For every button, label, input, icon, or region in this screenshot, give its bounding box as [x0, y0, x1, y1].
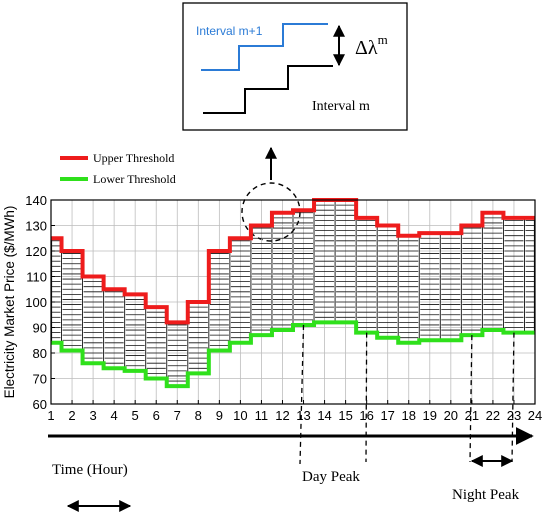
hour-steps [481, 217, 503, 331]
hour-steps [418, 235, 440, 341]
peak-dashed-line [469, 335, 473, 463]
y-tick-label: 80 [33, 346, 47, 361]
inset-step-interval-m-plus-1 [201, 23, 328, 71]
price-steps [51, 200, 535, 382]
y-tick-label: 120 [25, 244, 47, 259]
hour-steps [82, 276, 103, 359]
y-tick-label: 60 [33, 397, 47, 412]
hour-steps [502, 217, 524, 331]
hour-steps [376, 225, 398, 334]
y-tick-label: 110 [26, 270, 47, 285]
peak-markers [299, 324, 515, 465]
hour-steps [229, 240, 250, 343]
delta-lambda-label: Δλm [355, 32, 388, 59]
x-tick-label: 23 [507, 408, 521, 423]
hour-steps [103, 289, 124, 364]
x-tick-label: 13 [296, 408, 310, 423]
x-tick-label: 2 [68, 408, 75, 423]
legend: Upper Threshold Lower Threshold [60, 151, 176, 186]
peak-dashed-line [511, 332, 515, 463]
x-tick-label: 12 [275, 408, 289, 423]
hour-steps [166, 322, 187, 382]
x-tick-label: 6 [153, 408, 160, 423]
y-axis-label: Electricity Market Price ($/MWh) [2, 206, 17, 399]
hour-steps [292, 212, 314, 325]
x-tick-label: 3 [89, 408, 96, 423]
peak-dashed-line [299, 324, 305, 465]
time-label: Time (Hour) [52, 462, 128, 478]
hour-steps [524, 217, 534, 333]
x-tick-label: 11 [255, 408, 269, 423]
series-lines [51, 198, 535, 389]
legend-lower-label: Lower Threshold [93, 172, 176, 186]
hour-steps [271, 217, 292, 331]
y-tick-label: 140 [25, 193, 47, 208]
hour-steps [397, 235, 419, 339]
hour-steps [187, 306, 208, 374]
x-tick-label: 19 [423, 408, 437, 423]
hour-steps [124, 294, 145, 369]
x-tick-label: 20 [444, 408, 458, 423]
inset-label-interval-m: Interval m [312, 99, 370, 114]
hour-steps [460, 227, 482, 336]
x-tick-label: 5 [132, 408, 139, 423]
x-tick-label: 15 [338, 408, 352, 423]
upper-threshold-line [51, 198, 535, 325]
y-tick-label: 90 [33, 321, 47, 336]
y-tick-label: 130 [25, 219, 47, 234]
delta-lambda-symbol: Δλ [355, 37, 378, 59]
x-tick-label: 14 [317, 408, 331, 423]
x-tick-label: 18 [402, 408, 416, 423]
delta-lambda-superscript: m [378, 32, 388, 47]
y-axis: 60 70 80 90 100 110 120 130 140 [25, 193, 55, 412]
hour-steps [145, 307, 166, 374]
inset: Interval m+1 Interval m Δλm [182, 2, 408, 131]
hour-steps [208, 253, 229, 351]
x-tick-label: 4 [111, 408, 118, 423]
hour-steps [313, 204, 335, 323]
hour-steps [61, 251, 82, 346]
hour-steps [250, 227, 271, 336]
x-tick-label: 10 [233, 408, 247, 423]
inset-step-interval-m [203, 65, 333, 114]
y-tick-label: 70 [33, 372, 47, 387]
y-tick-label: 100 [25, 295, 47, 310]
hour-steps [355, 217, 377, 328]
hour-steps [334, 200, 356, 323]
night-peak-label: Night Peak [452, 487, 520, 503]
x-tick-label: 7 [174, 408, 181, 423]
x-tick-label: 1 [47, 408, 54, 423]
hour-steps [52, 240, 61, 339]
x-tick-label: 17 [380, 408, 394, 423]
x-tick-label: 9 [216, 408, 223, 423]
legend-upper-label: Upper Threshold [93, 151, 174, 165]
lower-threshold-line [51, 320, 535, 389]
x-tick-label: 21 [465, 408, 479, 423]
x-tick-label: 22 [486, 408, 500, 423]
peak-dashed-line [365, 332, 368, 463]
inset-label-interval-m-plus-1: Interval m+1 [196, 24, 263, 38]
x-axis: 123456789101112131415161718192021222324 [47, 400, 542, 423]
x-tick-label: 8 [195, 408, 202, 423]
x-tick-label: 24 [528, 408, 542, 423]
day-peak-label: Day Peak [302, 469, 360, 485]
hour-steps [439, 233, 461, 341]
